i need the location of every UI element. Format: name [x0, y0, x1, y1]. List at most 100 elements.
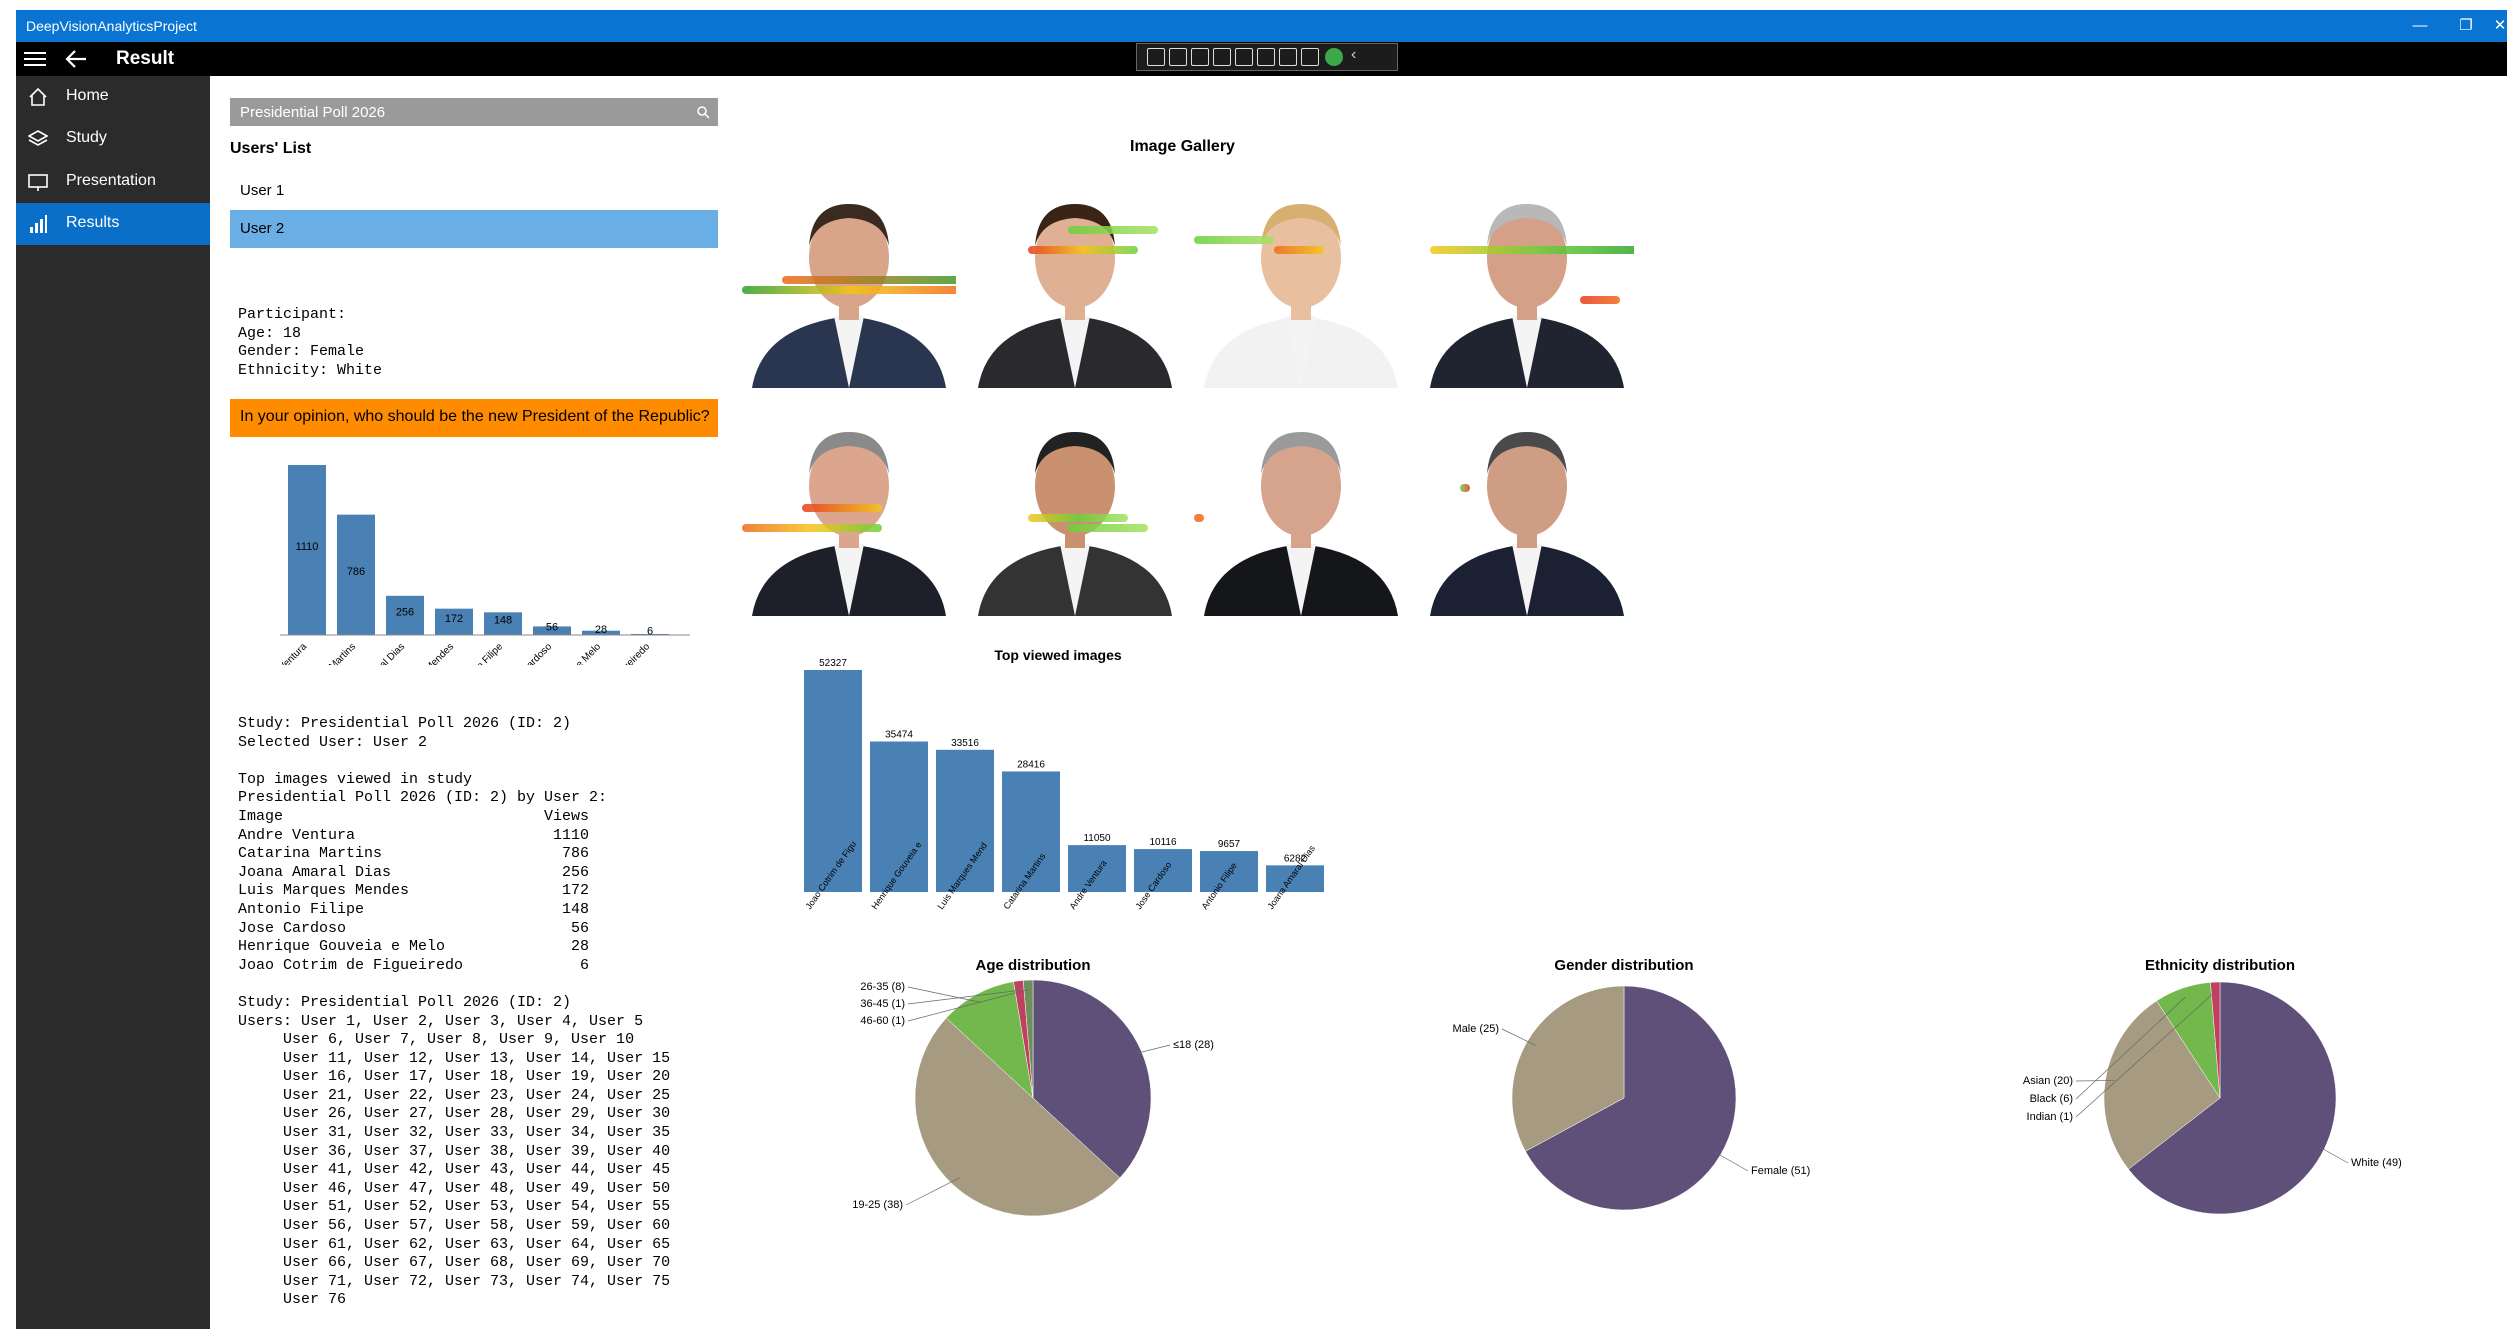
pie-slice-label: 26-35 (8): [860, 981, 905, 993]
gaze-trace: [742, 286, 956, 294]
bar-category-label: Jose Cardoso: [503, 641, 555, 665]
pie-slice-label: Asian (20): [2023, 1075, 2073, 1087]
pie-leader-line: [907, 986, 982, 1003]
gallery-image[interactable]: [1420, 404, 1634, 616]
bar: [1002, 771, 1060, 892]
bar: [936, 749, 994, 892]
minimize-button[interactable]: —: [2412, 17, 2428, 34]
bar-category-label: Catarina Martins: [298, 641, 358, 665]
question-text: In your opinion, who should be the new P…: [240, 408, 710, 425]
pie-slice: [914, 1017, 1121, 1217]
pie-leader-line: [905, 1177, 960, 1206]
debug-toolbar: ‹: [1136, 43, 1398, 71]
toolbar-tool-icon[interactable]: [1147, 48, 1165, 66]
sidebar-nav: Home Study Presentation Results: [16, 76, 210, 1329]
bar-value-label: 148: [494, 615, 512, 627]
bar-value-label: 6: [647, 626, 653, 638]
toolbar-tool-icon[interactable]: [1169, 48, 1187, 66]
bar-value-label: 6282: [1284, 853, 1307, 864]
toolbar-tool-icon[interactable]: [1235, 48, 1253, 66]
search-input-value[interactable]: Presidential Poll 2026: [240, 104, 386, 121]
gallery-image[interactable]: [1420, 176, 1634, 388]
bar: [386, 595, 424, 635]
title-bar: DeepVisionAnalyticsProject — ❐ ✕: [16, 10, 2507, 42]
toolbar-tool-icon[interactable]: [1213, 48, 1231, 66]
pie-title: Gender distribution: [1554, 957, 1693, 974]
gallery-image[interactable]: [742, 176, 956, 388]
nav-item-study[interactable]: Study: [16, 118, 210, 160]
nav-item-results[interactable]: Results: [16, 203, 210, 245]
gaze-trace: [1430, 246, 1634, 254]
bar-value-label: 35474: [885, 729, 913, 740]
portrait-image: [968, 176, 1182, 388]
users-list-title: Users' List: [230, 140, 312, 157]
toolbar-tool-icon[interactable]: [1257, 48, 1275, 66]
pie-slice-label: Black (6): [2030, 1093, 2073, 1105]
search-icon[interactable]: [696, 105, 710, 119]
gaze-trace: [802, 504, 882, 512]
window-title: DeepVisionAnalyticsProject: [26, 18, 197, 34]
age-pie-chart: Age distribution ≤18 (28) 19-25 (38) 26-35 …: [852, 957, 1214, 1217]
gallery-image[interactable]: [1194, 404, 1408, 616]
participant-info: Participant: Age: 18 Gender: Female Ethn…: [238, 306, 383, 379]
study-search-box[interactable]: Presidential Poll 2026: [230, 98, 718, 126]
bar-category-label: Andre Ventura: [256, 641, 309, 665]
bar-value-label: 11050: [1083, 833, 1111, 844]
bar: [1200, 851, 1258, 892]
gaze-trace: [1028, 514, 1128, 522]
pie-leader-line: [907, 989, 1020, 1005]
toolbar-tool-icon[interactable]: [1301, 48, 1319, 66]
hamburger-menu-icon[interactable]: [24, 50, 46, 68]
bar-value-label: 28: [595, 624, 607, 636]
gallery-image[interactable]: [1194, 176, 1408, 388]
bar-value-label: 172: [445, 613, 463, 625]
gaze-trace: [1274, 246, 1324, 254]
close-button[interactable]: ✕: [2493, 17, 2507, 34]
gallery-image[interactable]: [968, 404, 1182, 616]
bar-chart-icon: [28, 214, 48, 234]
user-list-item-label: User 2: [240, 220, 285, 237]
bar: [1068, 845, 1126, 892]
collapse-chevron-icon[interactable]: ‹: [1351, 46, 1357, 63]
home-icon: [28, 87, 48, 107]
user-list-item-label: User 1: [240, 182, 285, 199]
check-icon[interactable]: [1325, 48, 1343, 66]
bar: [288, 465, 326, 635]
restore-button[interactable]: ❐: [2459, 17, 2473, 34]
gaze-trace: [782, 276, 956, 284]
pie-leader-line: [1712, 1150, 1749, 1172]
page-title: Result: [116, 48, 175, 69]
toolbar-tool-icon[interactable]: [1279, 48, 1297, 66]
nav-item-presentation[interactable]: Presentation: [16, 161, 210, 203]
pie-slice-label: 46-60 (1): [860, 1015, 905, 1027]
bar-value-label: 28416: [1017, 759, 1045, 770]
bar-category-label: Antonio Filipe: [454, 641, 505, 665]
user-list-item-selected[interactable]: User 2: [230, 210, 718, 248]
nav-item-home[interactable]: Home: [16, 76, 210, 118]
bar-value-label: 9657: [1218, 839, 1241, 850]
pie-slice: [2103, 1000, 2221, 1170]
bar-value-label: 56: [546, 622, 558, 634]
pie-slice-label: Female (51): [1751, 1165, 1810, 1177]
gallery-image[interactable]: [968, 176, 1182, 388]
bar: [533, 626, 571, 635]
gaze-trace: [1068, 524, 1148, 532]
user-list-item[interactable]: User 1: [230, 172, 718, 210]
presentation-icon: [28, 172, 48, 192]
pie-slice-label: Male (25): [1453, 1023, 1499, 1035]
bar: [870, 741, 928, 892]
pie-title: Ethnicity distribution: [2145, 957, 2295, 974]
nav-item-label: Study: [66, 129, 107, 146]
bar: [1266, 865, 1324, 892]
image-gallery: [742, 176, 1634, 616]
pie-slice: [1032, 979, 1152, 1179]
back-arrow-icon[interactable]: [64, 48, 88, 70]
gaze-trace: [742, 524, 882, 532]
layers-icon: [27, 129, 49, 149]
gallery-image[interactable]: [742, 404, 956, 616]
votes-bar-chart: 1110 Andre Ventura 786 Catarina Martins 256 J…: [256, 465, 690, 665]
toolbar-tool-icon[interactable]: [1191, 48, 1209, 66]
bar-value-label: 33516: [951, 738, 979, 749]
pie-slice: [945, 981, 1034, 1099]
